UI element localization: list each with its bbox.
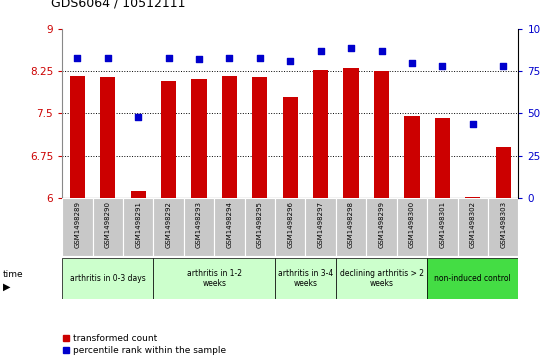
Bar — [435, 118, 450, 198]
Text: GSM1498295: GSM1498295 — [257, 201, 263, 248]
Text: GSM1498292: GSM1498292 — [166, 201, 172, 248]
Bar — [374, 71, 389, 198]
Point — [225, 55, 234, 61]
Bar — [306, 198, 336, 256]
Bar — [282, 97, 298, 198]
Legend: transformed count, percentile rank within the sample: transformed count, percentile rank withi… — [58, 331, 230, 359]
Text: arthritis in 0-3 days: arthritis in 0-3 days — [70, 274, 146, 283]
Bar — [427, 258, 518, 299]
Bar — [457, 198, 488, 256]
Bar — [70, 76, 85, 198]
Bar — [427, 198, 457, 256]
Point — [438, 63, 447, 69]
Point — [408, 60, 416, 66]
Text: GSM1498293: GSM1498293 — [196, 201, 202, 248]
Text: non-induced control: non-induced control — [434, 274, 511, 283]
Bar — [184, 198, 214, 256]
Point — [499, 63, 508, 69]
Text: GSM1498298: GSM1498298 — [348, 201, 354, 248]
Bar — [153, 198, 184, 256]
Bar — [252, 77, 267, 198]
Bar — [488, 198, 518, 256]
Point — [164, 55, 173, 61]
Point — [73, 55, 82, 61]
Bar — [496, 147, 511, 198]
Text: arthritis in 3-4
weeks: arthritis in 3-4 weeks — [278, 269, 333, 288]
Bar — [343, 68, 359, 198]
Bar — [123, 198, 153, 256]
Bar — [404, 116, 420, 198]
Text: GSM1498297: GSM1498297 — [318, 201, 323, 248]
Text: GSM1498301: GSM1498301 — [440, 201, 445, 248]
Point — [195, 57, 204, 62]
Bar — [313, 70, 328, 198]
Text: ▶: ▶ — [3, 282, 10, 291]
Text: GSM1498303: GSM1498303 — [500, 201, 506, 248]
Point — [468, 121, 477, 126]
Bar — [275, 258, 336, 299]
Bar — [465, 197, 481, 198]
Bar — [222, 76, 237, 198]
Text: GSM1498290: GSM1498290 — [105, 201, 111, 248]
Bar — [161, 81, 176, 198]
Point — [377, 48, 386, 54]
Text: time: time — [3, 270, 23, 280]
Bar — [92, 198, 123, 256]
Text: GSM1498294: GSM1498294 — [226, 201, 232, 248]
Point — [104, 55, 112, 61]
Bar — [275, 198, 306, 256]
Bar — [336, 258, 427, 299]
Bar — [191, 79, 207, 198]
Text: GSM1498296: GSM1498296 — [287, 201, 293, 248]
Bar — [214, 198, 245, 256]
Bar — [336, 198, 366, 256]
Text: GSM1498291: GSM1498291 — [135, 201, 141, 248]
Point — [347, 45, 355, 50]
Bar — [245, 198, 275, 256]
Point — [316, 48, 325, 54]
Text: GSM1498300: GSM1498300 — [409, 201, 415, 248]
Point — [255, 55, 264, 61]
Text: GSM1498302: GSM1498302 — [470, 201, 476, 248]
Text: arthritis in 1-2
weeks: arthritis in 1-2 weeks — [187, 269, 242, 288]
Text: GSM1498299: GSM1498299 — [379, 201, 384, 248]
Text: GDS6064 / 10512111: GDS6064 / 10512111 — [51, 0, 186, 9]
Point — [286, 58, 295, 64]
Bar — [62, 198, 92, 256]
Text: declining arthritis > 2
weeks: declining arthritis > 2 weeks — [340, 269, 423, 288]
Bar — [62, 258, 153, 299]
Bar — [366, 198, 397, 256]
Text: GSM1498289: GSM1498289 — [75, 201, 80, 248]
Bar — [100, 77, 116, 198]
Bar — [397, 198, 427, 256]
Bar — [153, 258, 275, 299]
Point — [134, 114, 143, 120]
Bar — [131, 191, 146, 198]
